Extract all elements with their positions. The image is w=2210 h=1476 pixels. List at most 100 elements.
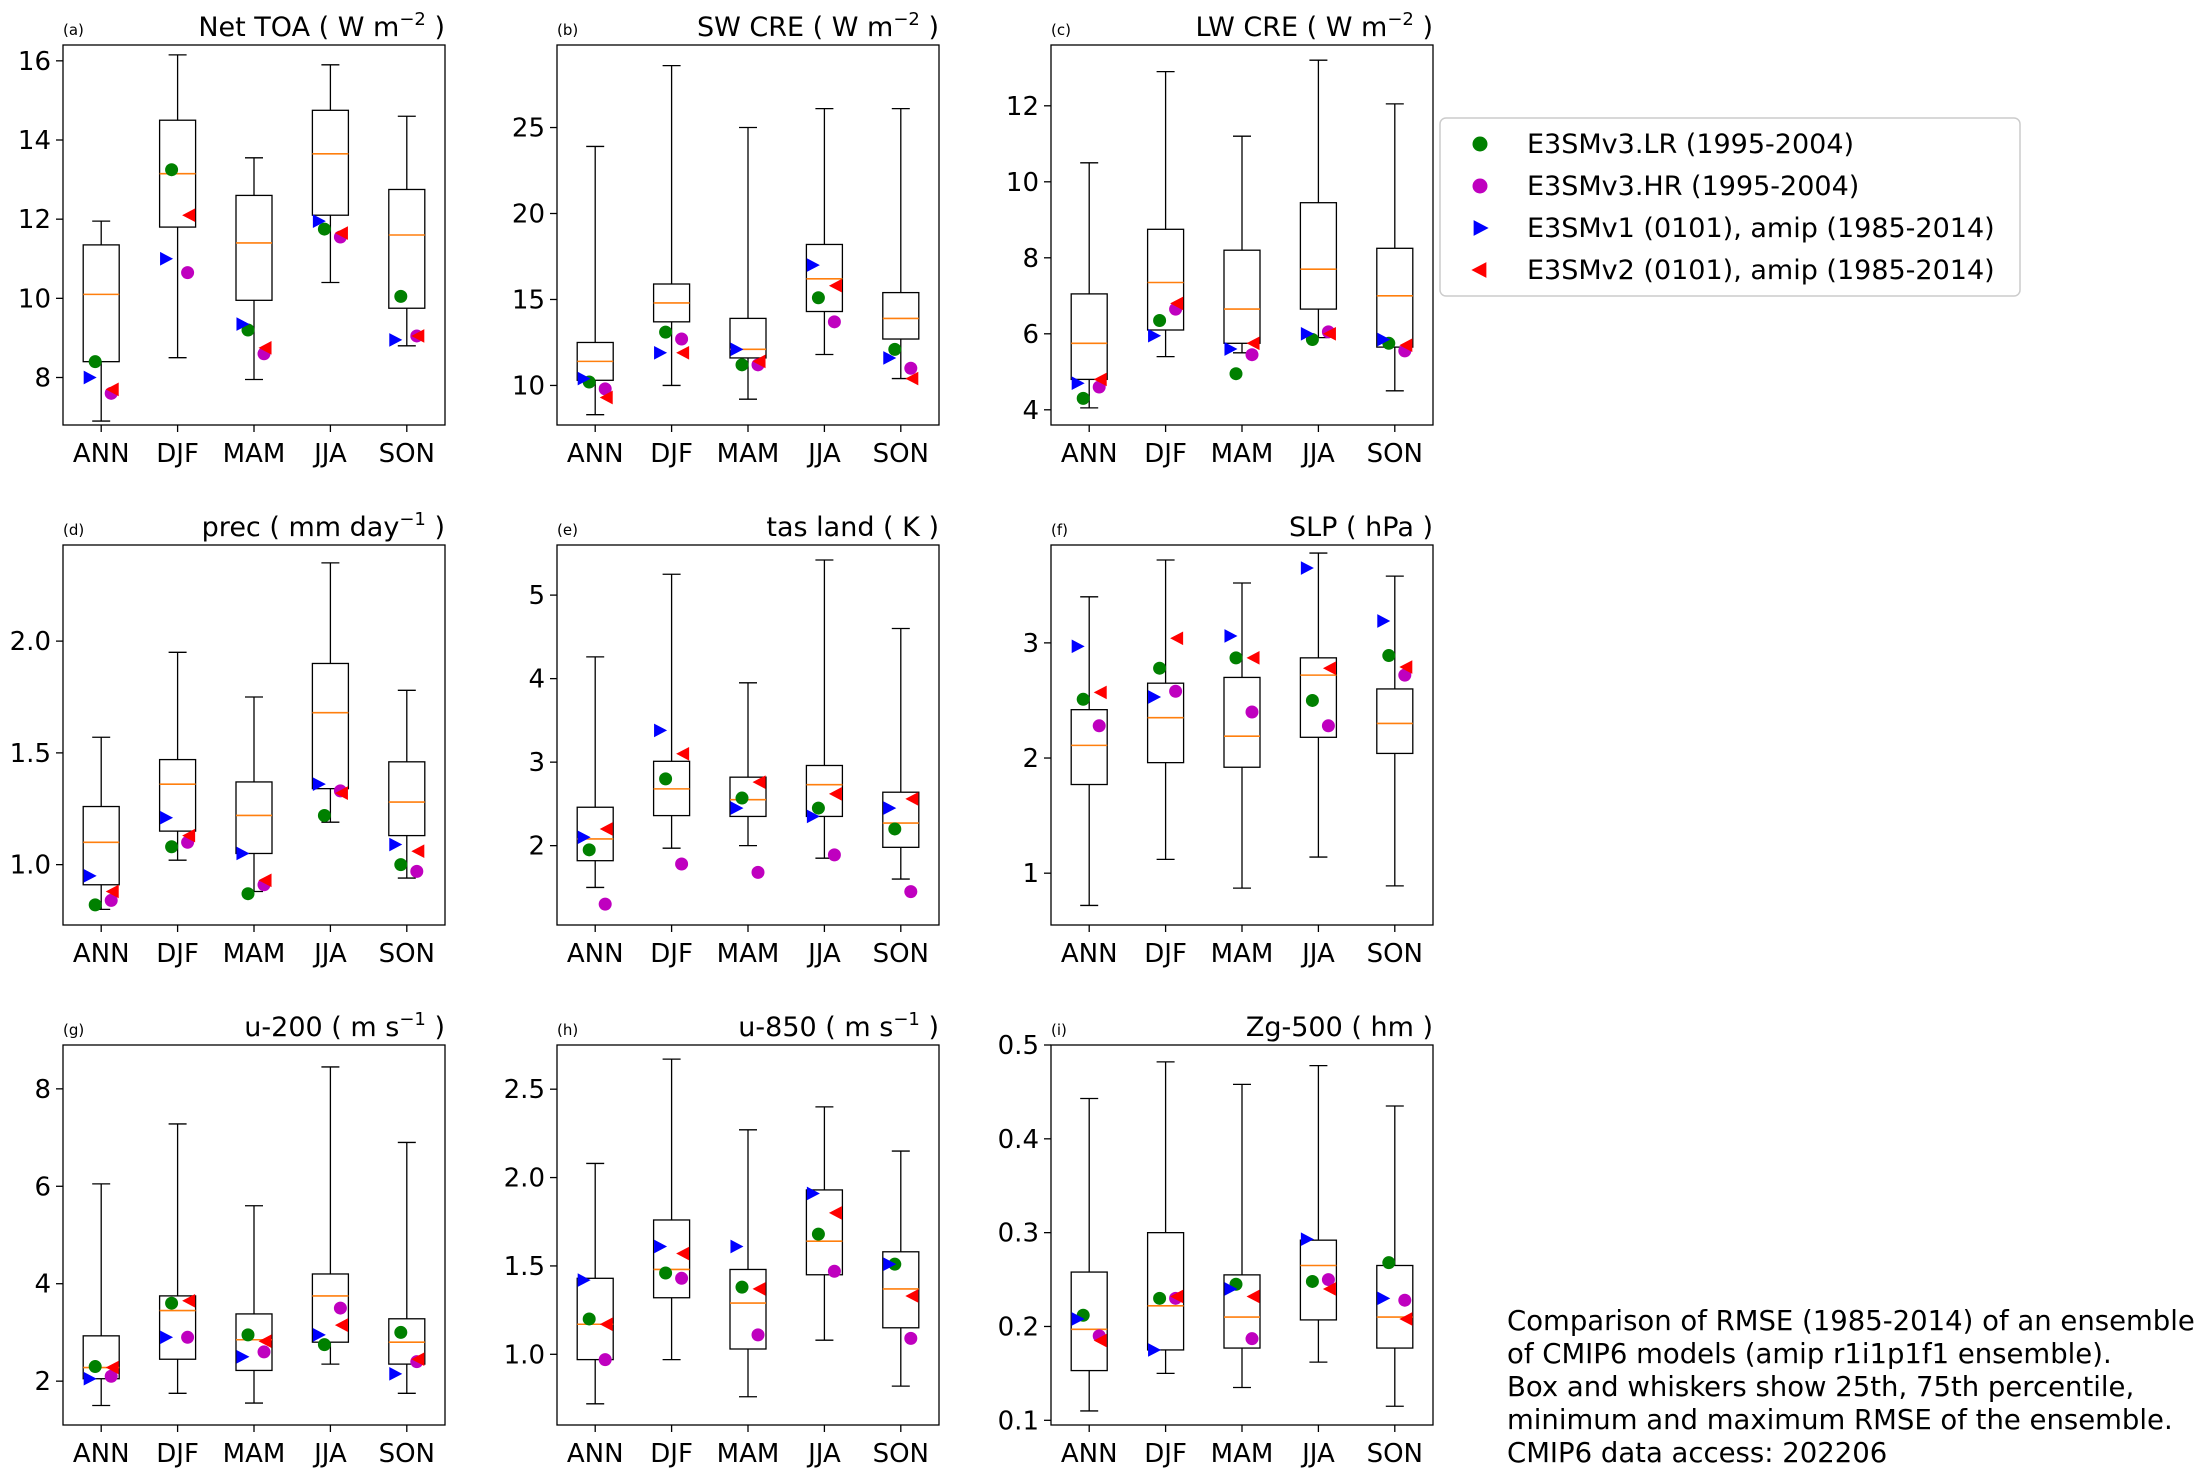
legend-marker-e3smv3-hr-1995-2004 xyxy=(1472,178,1488,194)
box-jja xyxy=(311,1066,350,1365)
legend-marker-e3smv1-0101-amip-1985-2014 xyxy=(1473,220,1489,236)
y-tick-label: 3 xyxy=(1022,629,1039,659)
x-tick-label: DJF xyxy=(1144,939,1187,969)
box-mam xyxy=(1223,135,1261,354)
box-iqr xyxy=(1223,676,1261,768)
marker-e3smv3-lr-1995-2004-djf xyxy=(1153,661,1167,675)
marker-e3smv1-0101-amip-1985-2014-jja xyxy=(806,1186,820,1201)
box-son xyxy=(882,1150,920,1387)
legend: E3SMv3.LR (1995-2004) E3SMv3.HR (1995-20… xyxy=(1439,117,2021,297)
marker-e3smv3-hr-1995-2004-ann xyxy=(1092,719,1106,733)
marker-e3smv2-0101-amip-1985-2014-mam xyxy=(752,1282,766,1296)
y-tick-label: 14 xyxy=(18,126,51,156)
marker-e3smv1-0101-amip-1985-2014-son xyxy=(883,801,897,815)
marker-e3smv3-hr-1995-2004-mam xyxy=(751,1328,765,1342)
x-tick-label: DJF xyxy=(156,439,199,469)
marker-e3smv3-lr-1995-2004-son xyxy=(1382,1256,1396,1270)
x-tick-label: DJF xyxy=(156,939,199,969)
marker-e3smv3-hr-1995-2004-son xyxy=(410,864,424,878)
x-tick-label: ANN xyxy=(567,1439,624,1469)
marker-e3smv2-0101-amip-1985-2014-jja xyxy=(828,278,842,293)
marker-e3smv1-0101-amip-1985-2014-djf xyxy=(654,1239,668,1254)
y-tick-label: 0.3 xyxy=(998,1219,1039,1249)
marker-e3smv1-0101-amip-1985-2014-jja xyxy=(1300,1232,1314,1247)
box-iqr xyxy=(729,776,767,818)
marker-e3smv1-0101-amip-1985-2014-djf xyxy=(160,251,174,266)
y-tick-label: 6 xyxy=(1022,320,1039,350)
box-iqr xyxy=(1223,1274,1261,1349)
marker-e3smv3-lr-1995-2004-mam xyxy=(735,791,749,805)
y-tick-label: 2 xyxy=(528,832,545,862)
marker-e3smv1-0101-amip-1985-2014-djf xyxy=(654,345,668,360)
box-son xyxy=(388,1141,426,1394)
marker-e3smv3-hr-1995-2004-son xyxy=(904,361,918,375)
x-tick-label: SON xyxy=(379,939,435,969)
marker-e3smv2-0101-amip-1985-2014-jja xyxy=(1322,326,1336,341)
x-tick-label: ANN xyxy=(1061,439,1118,469)
x-tick-label: SON xyxy=(873,439,929,469)
marker-e3smv2-0101-amip-1985-2014-jja xyxy=(1322,661,1336,676)
x-tick-label: SON xyxy=(1367,939,1423,969)
panel-letter: (g) xyxy=(63,1021,84,1039)
y-tick-label: 15 xyxy=(512,285,545,315)
marker-e3smv2-0101-amip-1985-2014-ann xyxy=(105,1360,119,1375)
x-tick-label: DJF xyxy=(1144,439,1187,469)
note-line: minimum and maximum RMSE of the ensemble… xyxy=(1507,1404,2173,1436)
box-jja xyxy=(805,1106,844,1341)
marker-e3smv1-0101-amip-1985-2014-mam xyxy=(730,801,744,815)
marker-e3smv2-0101-amip-1985-2014-ann xyxy=(599,390,613,405)
marker-e3smv3-lr-1995-2004-djf xyxy=(1153,314,1167,327)
marker-e3smv2-0101-amip-1985-2014-mam xyxy=(1246,651,1260,665)
marker-e3smv3-lr-1995-2004-ann xyxy=(1076,391,1090,405)
marker-e3smv1-0101-amip-1985-2014-ann xyxy=(577,371,591,386)
y-tick-label: 10 xyxy=(18,284,51,314)
y-tick-label: 10 xyxy=(1006,168,1039,198)
y-tick-label: 12 xyxy=(18,205,51,235)
marker-e3smv1-0101-amip-1985-2014-djf xyxy=(160,1330,174,1345)
box-iqr xyxy=(1299,1239,1338,1321)
panel-sw-cre: (b) SW CRE ( W m−2 ) 10 15 20 25 ANN DJF MAM JJA S… xyxy=(512,9,940,469)
marker-e3smv3-hr-1995-2004-ann xyxy=(104,1369,118,1383)
marker-e3smv1-0101-amip-1985-2014-djf xyxy=(160,810,174,825)
box-iqr xyxy=(805,1189,844,1276)
marker-e3smv3-hr-1995-2004-jja xyxy=(333,1301,347,1315)
box-djf xyxy=(158,1123,197,1394)
marker-e3smv1-0101-amip-1985-2014-ann xyxy=(83,370,97,385)
box-ann xyxy=(576,1162,614,1405)
box-djf xyxy=(1146,70,1185,358)
marker-e3smv3-lr-1995-2004-jja xyxy=(811,801,825,815)
marker-e3smv3-lr-1995-2004-ann xyxy=(88,355,102,369)
x-tick-label: DJF xyxy=(1144,1439,1187,1469)
box-iqr xyxy=(576,806,614,862)
box-ann xyxy=(1070,162,1108,409)
x-tick-label: JJA xyxy=(806,939,841,969)
panel-title: Zg-500 ( hm ) xyxy=(1246,1012,1433,1043)
x-tick-label: SON xyxy=(873,939,929,969)
box-iqr xyxy=(311,109,350,216)
marker-e3smv3-lr-1995-2004-jja xyxy=(811,291,825,305)
y-tick-label: 25 xyxy=(512,114,545,144)
box-iqr xyxy=(235,781,273,855)
marker-e3smv2-0101-amip-1985-2014-ann xyxy=(1093,1333,1107,1348)
marker-e3smv3-hr-1995-2004-ann xyxy=(104,893,118,907)
box-iqr xyxy=(82,805,120,886)
marker-e3smv3-hr-1995-2004-jja xyxy=(827,315,841,329)
box-jja xyxy=(805,107,844,356)
box-iqr xyxy=(1070,709,1108,786)
marker-e3smv2-0101-amip-1985-2014-ann xyxy=(105,884,119,899)
marker-e3smv2-0101-amip-1985-2014-jja xyxy=(334,786,348,800)
marker-e3smv1-0101-amip-1985-2014-jja xyxy=(806,258,820,272)
x-tick-label: MAM xyxy=(223,939,286,969)
box-iqr xyxy=(158,1295,197,1360)
marker-e3smv2-0101-amip-1985-2014-djf xyxy=(1170,296,1184,311)
box-iqr xyxy=(882,791,920,848)
marker-e3smv2-0101-amip-1985-2014-jja xyxy=(828,787,842,801)
x-tick-label: MAM xyxy=(1211,439,1274,469)
marker-e3smv2-0101-amip-1985-2014-djf xyxy=(1170,1289,1184,1304)
box-iqr xyxy=(388,188,426,309)
marker-e3smv2-0101-amip-1985-2014-son xyxy=(411,329,425,343)
marker-e3smv2-0101-amip-1985-2014-mam xyxy=(1246,336,1260,351)
marker-e3smv1-0101-amip-1985-2014-jja xyxy=(312,1328,326,1342)
marker-e3smv1-0101-amip-1985-2014-son xyxy=(1377,614,1391,628)
marker-e3smv3-hr-1995-2004-mam xyxy=(751,865,765,879)
